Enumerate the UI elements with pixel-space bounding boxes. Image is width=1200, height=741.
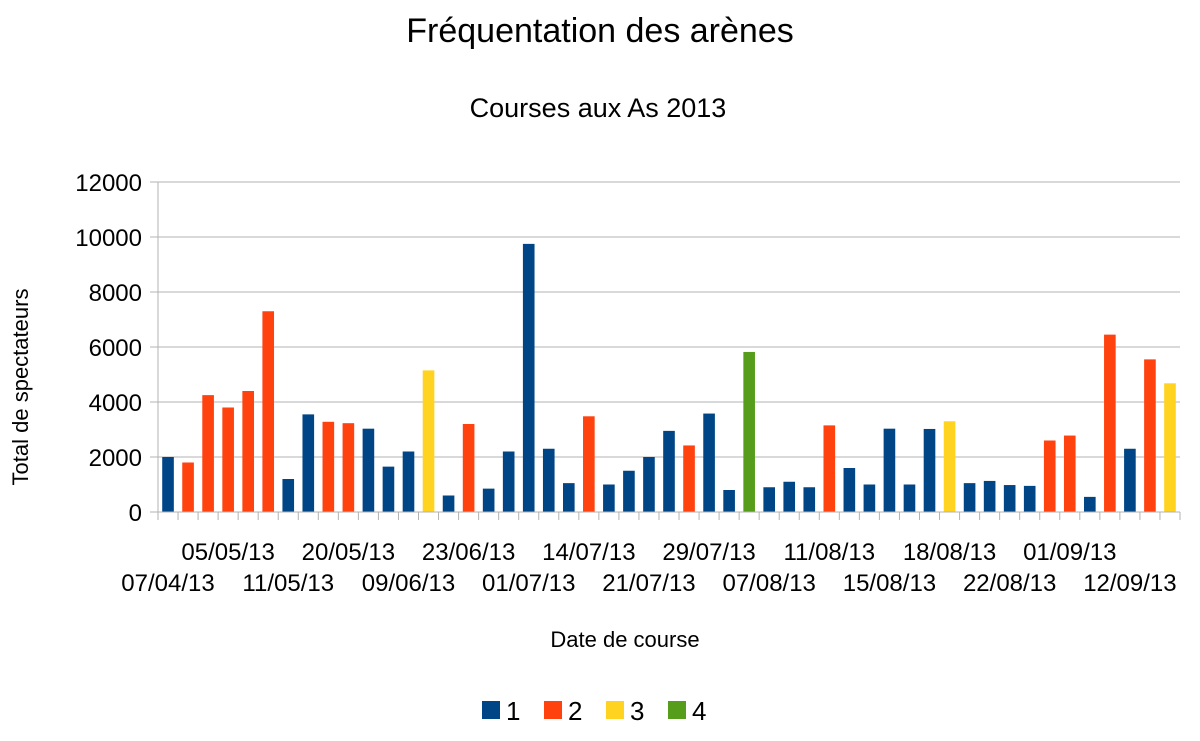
bar: [663, 430, 675, 513]
x-tick-label: 11/08/13: [783, 539, 875, 566]
y-tick-label: 0: [129, 500, 142, 527]
bar: [562, 483, 575, 513]
x-tick-label: 15/08/13: [843, 570, 936, 597]
x-tick-label: 20/05/13: [302, 539, 395, 566]
bar: [743, 351, 755, 512]
bar: [583, 416, 595, 512]
x-tick-label: 29/07/13: [662, 539, 755, 566]
bar: [402, 451, 415, 512]
legend-label: 3: [630, 696, 644, 726]
bar: [342, 423, 355, 512]
bar: [262, 311, 275, 512]
bar: [803, 487, 816, 512]
bar: [1063, 435, 1076, 512]
bar: [1124, 448, 1136, 512]
y-tick-label: 4000: [89, 390, 142, 417]
bar: [1084, 496, 1096, 513]
legend-label: 2: [568, 696, 582, 726]
legend: 1 2 3 4: [482, 696, 706, 726]
y-tick-label: 8000: [89, 280, 142, 307]
bar: [1144, 359, 1156, 513]
bar: [703, 413, 715, 512]
bar: [883, 428, 896, 512]
bar: [222, 407, 234, 512]
y-axis-label: Total de spectateurs: [8, 289, 33, 486]
bar: [502, 451, 515, 512]
bar: [182, 462, 194, 512]
bar: [903, 484, 916, 512]
bar: [522, 243, 535, 513]
bar: [242, 391, 254, 512]
x-tick-label: 21/07/13: [602, 570, 695, 597]
bar: [542, 448, 555, 512]
bar: [1003, 485, 1016, 512]
bar: [823, 425, 836, 513]
x-tick-label: 09/06/13: [362, 570, 455, 597]
x-tick-label: 07/08/13: [722, 570, 815, 597]
bar: [623, 470, 635, 512]
legend-swatch: [668, 701, 686, 719]
bar: [422, 370, 435, 513]
y-tick-label: 12000: [75, 170, 142, 197]
bar: [843, 468, 856, 512]
bar: [643, 457, 655, 512]
bar: [943, 421, 956, 512]
bar: [1164, 383, 1176, 512]
x-tick-label: 05/05/13: [181, 539, 274, 566]
y-tick-label: 2000: [89, 445, 142, 472]
x-tick-label: 14/07/13: [542, 539, 635, 566]
bar: [462, 424, 475, 512]
x-tick-label: 22/08/13: [963, 570, 1056, 597]
bar: [683, 445, 695, 512]
x-tick-label: 07/04/13: [121, 570, 214, 597]
y-tick-label: 6000: [89, 335, 142, 362]
bar: [162, 457, 174, 512]
y-tick-label: 10000: [75, 225, 142, 252]
y-axis-ticks: 0 2000 4000 6000 8000 10000 12000: [75, 170, 158, 527]
bar: [603, 484, 615, 512]
bar: [863, 484, 876, 512]
axes: [157, 182, 1181, 520]
bar: [302, 414, 315, 513]
x-tick-label: 18/08/13: [903, 539, 996, 566]
bars: [162, 243, 1176, 513]
bar: [322, 421, 335, 512]
x-axis-ticks: 07/04/13 05/05/13 11/05/13 20/05/13 09/06/13…: [121, 539, 1176, 597]
bar: [482, 488, 495, 513]
bar: [282, 479, 295, 512]
chart-subtitle: Courses aux As 2013: [470, 93, 727, 123]
x-tick-label: 01/07/13: [482, 570, 575, 597]
bar: [723, 490, 735, 512]
bar: [1104, 334, 1116, 513]
legend-label: 1: [506, 696, 520, 726]
x-tick-label: 01/09/13: [1023, 539, 1116, 566]
gridlines: [158, 181, 1180, 458]
chart-title: Fréquentation des arènes: [406, 12, 793, 50]
x-tick-label: 23/06/13: [422, 539, 515, 566]
x-tick-label: 12/09/13: [1083, 570, 1176, 597]
bar: [983, 480, 996, 512]
bar: [923, 428, 936, 512]
bar: [382, 466, 395, 513]
bar: [1043, 440, 1056, 512]
legend-swatch: [482, 701, 500, 719]
legend-swatch: [544, 701, 562, 719]
legend-swatch: [606, 701, 624, 719]
bar: [362, 428, 375, 512]
bar: [202, 395, 214, 513]
bar: [963, 483, 976, 513]
bar: [783, 481, 796, 512]
bar: [1023, 485, 1036, 513]
x-tick-label: 11/05/13: [242, 570, 334, 597]
bar: [763, 487, 775, 512]
legend-label: 4: [692, 696, 706, 726]
bar: [442, 495, 455, 512]
x-axis-label: Date de course: [550, 627, 699, 652]
